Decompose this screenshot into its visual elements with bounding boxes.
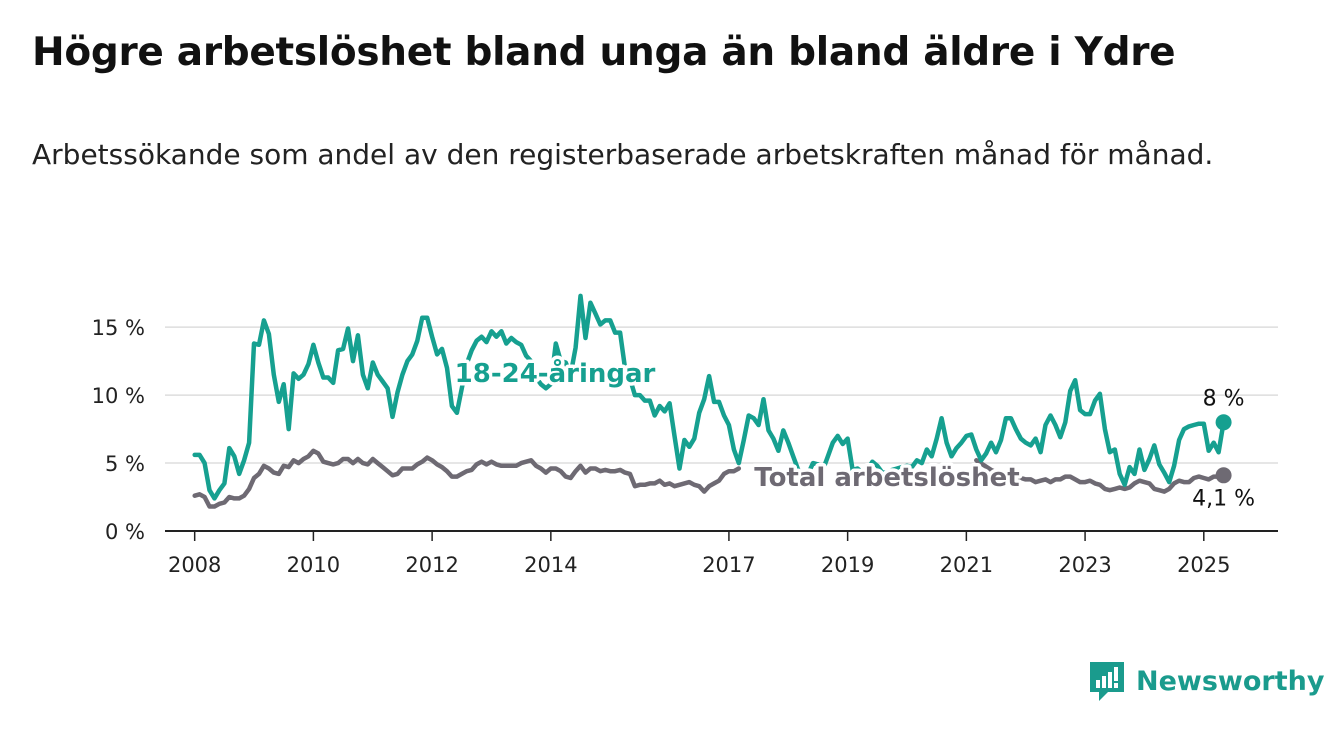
x-tick-label: 2019	[821, 553, 874, 577]
x-axis-ticks: 2008 2010 2012 2014 2017 2019 2021 2023 2025	[168, 531, 1231, 577]
end-label-total: 4,1 %	[1192, 486, 1255, 511]
endpoint-youth	[1215, 414, 1232, 431]
brand-name: Newsworthy	[1136, 665, 1325, 697]
grid-lines	[165, 326, 1278, 532]
series-label-total: Total arbetslöshet	[754, 463, 1019, 493]
end-label-youth: 8 %	[1203, 386, 1245, 411]
x-tick-label: 2012	[405, 553, 458, 577]
brand-logo: Newsworthy	[1088, 660, 1324, 702]
y-tick-label: 15 %	[92, 316, 145, 340]
series-lines	[192, 293, 1226, 509]
y-tick-label: 5 %	[105, 452, 145, 476]
x-tick-label: 2014	[524, 553, 577, 577]
x-tick-label: 2008	[168, 553, 221, 577]
chart-subtitle: Arbetssökande som andel av den registerb…	[32, 138, 1214, 171]
series-line-total	[192, 448, 742, 509]
y-tick-label: 0 %	[105, 520, 145, 544]
x-tick-label: 2017	[702, 553, 755, 577]
x-tick-label: 2010	[287, 553, 340, 577]
series-label-youth: 18-24-åringar	[455, 357, 656, 389]
series-line-total-recent	[974, 458, 1226, 494]
y-tick-label: 10 %	[92, 384, 145, 408]
x-tick-label: 2023	[1058, 553, 1111, 577]
chart-title: Högre arbetslöshet bland unga än bland ä…	[32, 30, 1176, 75]
series-labels: 18-24-åringar Total arbetslöshet 8 % 4,1 %	[451, 354, 1255, 512]
y-axis-ticks: 0 % 5 % 10 % 15 %	[92, 316, 145, 544]
endpoint-total	[1215, 467, 1232, 484]
x-tick-label: 2025	[1177, 553, 1230, 577]
x-tick-label: 2021	[940, 553, 993, 577]
series-line-youth	[192, 293, 1226, 501]
newsworthy-logo-icon	[1090, 662, 1124, 701]
